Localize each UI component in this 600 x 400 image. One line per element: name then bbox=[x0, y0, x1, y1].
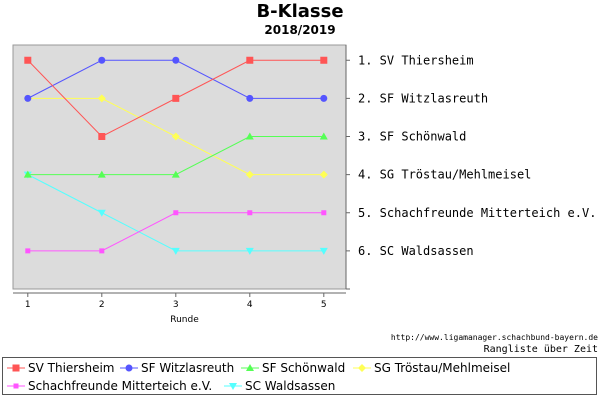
rank-label: 3. SF Schönwald bbox=[358, 130, 466, 144]
data-point bbox=[172, 94, 180, 102]
legend-item: SF Witzlasreuth bbox=[120, 361, 234, 375]
data-point bbox=[173, 210, 179, 216]
chart-caption: Rangliste über Zeit bbox=[483, 344, 598, 355]
legend-label: Schachfreunde Mitterteich e.V. bbox=[28, 379, 213, 393]
legend-swatch-marker bbox=[12, 364, 20, 372]
data-point bbox=[319, 170, 328, 179]
x-tick-label: 3 bbox=[173, 300, 179, 310]
legend-swatch-marker bbox=[358, 364, 366, 372]
data-point bbox=[320, 94, 328, 102]
plot-background bbox=[12, 44, 347, 290]
data-point bbox=[99, 248, 105, 254]
legend-swatch bbox=[224, 383, 242, 390]
x-axis-label: Runde bbox=[170, 315, 199, 325]
data-point bbox=[319, 132, 328, 140]
data-point bbox=[172, 56, 180, 64]
chart-subtitle: 2018/2019 bbox=[264, 23, 336, 37]
legend-item: Schachfreunde Mitterteich e.V. bbox=[7, 379, 212, 393]
rank-label: 2. SF Witzlasreuth bbox=[358, 91, 488, 105]
data-point bbox=[97, 94, 106, 103]
legend-label: SF Schönwald bbox=[262, 361, 346, 375]
data-point bbox=[25, 248, 31, 254]
data-point bbox=[171, 247, 180, 255]
data-point bbox=[246, 94, 254, 102]
data-point bbox=[171, 132, 180, 141]
x-tick-label: 2 bbox=[99, 300, 105, 310]
legend-swatch-marker bbox=[13, 383, 19, 389]
source-url: http://www.ligamanager.schachbund-bayern… bbox=[390, 333, 598, 342]
data-point bbox=[247, 210, 253, 216]
legend-item: SV Thiersheim bbox=[7, 361, 115, 375]
data-point bbox=[171, 170, 180, 178]
data-point bbox=[245, 132, 254, 140]
legend-swatch bbox=[120, 364, 138, 372]
x-tick-label: 5 bbox=[321, 300, 327, 310]
legend-swatch bbox=[7, 364, 25, 372]
data-point bbox=[321, 210, 327, 216]
data-point bbox=[319, 247, 328, 255]
legend-label: SG Tröstau/Mehlmeisel bbox=[374, 361, 511, 375]
legend-item: SF Schönwald bbox=[241, 361, 345, 375]
data-point bbox=[245, 247, 254, 255]
legend-label: SC Waldsassen bbox=[245, 379, 336, 393]
legend: SV Thiersheim SF Witzlasreuth SF Schönwald… bbox=[2, 357, 597, 395]
legend-item: SG Tröstau/Mehlmeisel bbox=[353, 361, 510, 375]
legend-swatch bbox=[353, 364, 371, 372]
x-tick-label: 1 bbox=[25, 300, 31, 310]
rank-label: 6. SC Waldsassen bbox=[358, 244, 474, 258]
rank-label: 4. SG Tröstau/Mehlmeisel bbox=[358, 168, 531, 182]
x-tick-label: 4 bbox=[247, 300, 253, 310]
data-point bbox=[97, 209, 106, 217]
data-point bbox=[24, 94, 32, 102]
legend-swatch bbox=[7, 383, 25, 389]
legend-label: SV Thiersheim bbox=[28, 361, 115, 375]
data-point bbox=[245, 170, 254, 179]
data-point bbox=[246, 56, 254, 64]
data-point bbox=[320, 56, 328, 64]
data-point bbox=[98, 56, 106, 64]
data-point bbox=[24, 56, 32, 64]
legend-label: SF Witzlasreuth bbox=[141, 361, 235, 375]
legend-swatch-marker bbox=[246, 364, 254, 371]
rank-label: 1. SV Thiersheim bbox=[358, 53, 474, 67]
legend-swatch bbox=[241, 364, 259, 371]
data-point bbox=[98, 133, 106, 140]
rank-label: 5. Schachfreunde Mitterteich e.V. bbox=[358, 206, 596, 220]
data-point bbox=[23, 170, 32, 178]
legend-item: SC Waldsassen bbox=[224, 379, 335, 393]
legend-swatch-marker bbox=[125, 364, 133, 372]
data-point bbox=[97, 170, 106, 178]
legend-swatch-marker bbox=[229, 383, 237, 390]
chart-title: B-Klasse bbox=[256, 1, 344, 22]
